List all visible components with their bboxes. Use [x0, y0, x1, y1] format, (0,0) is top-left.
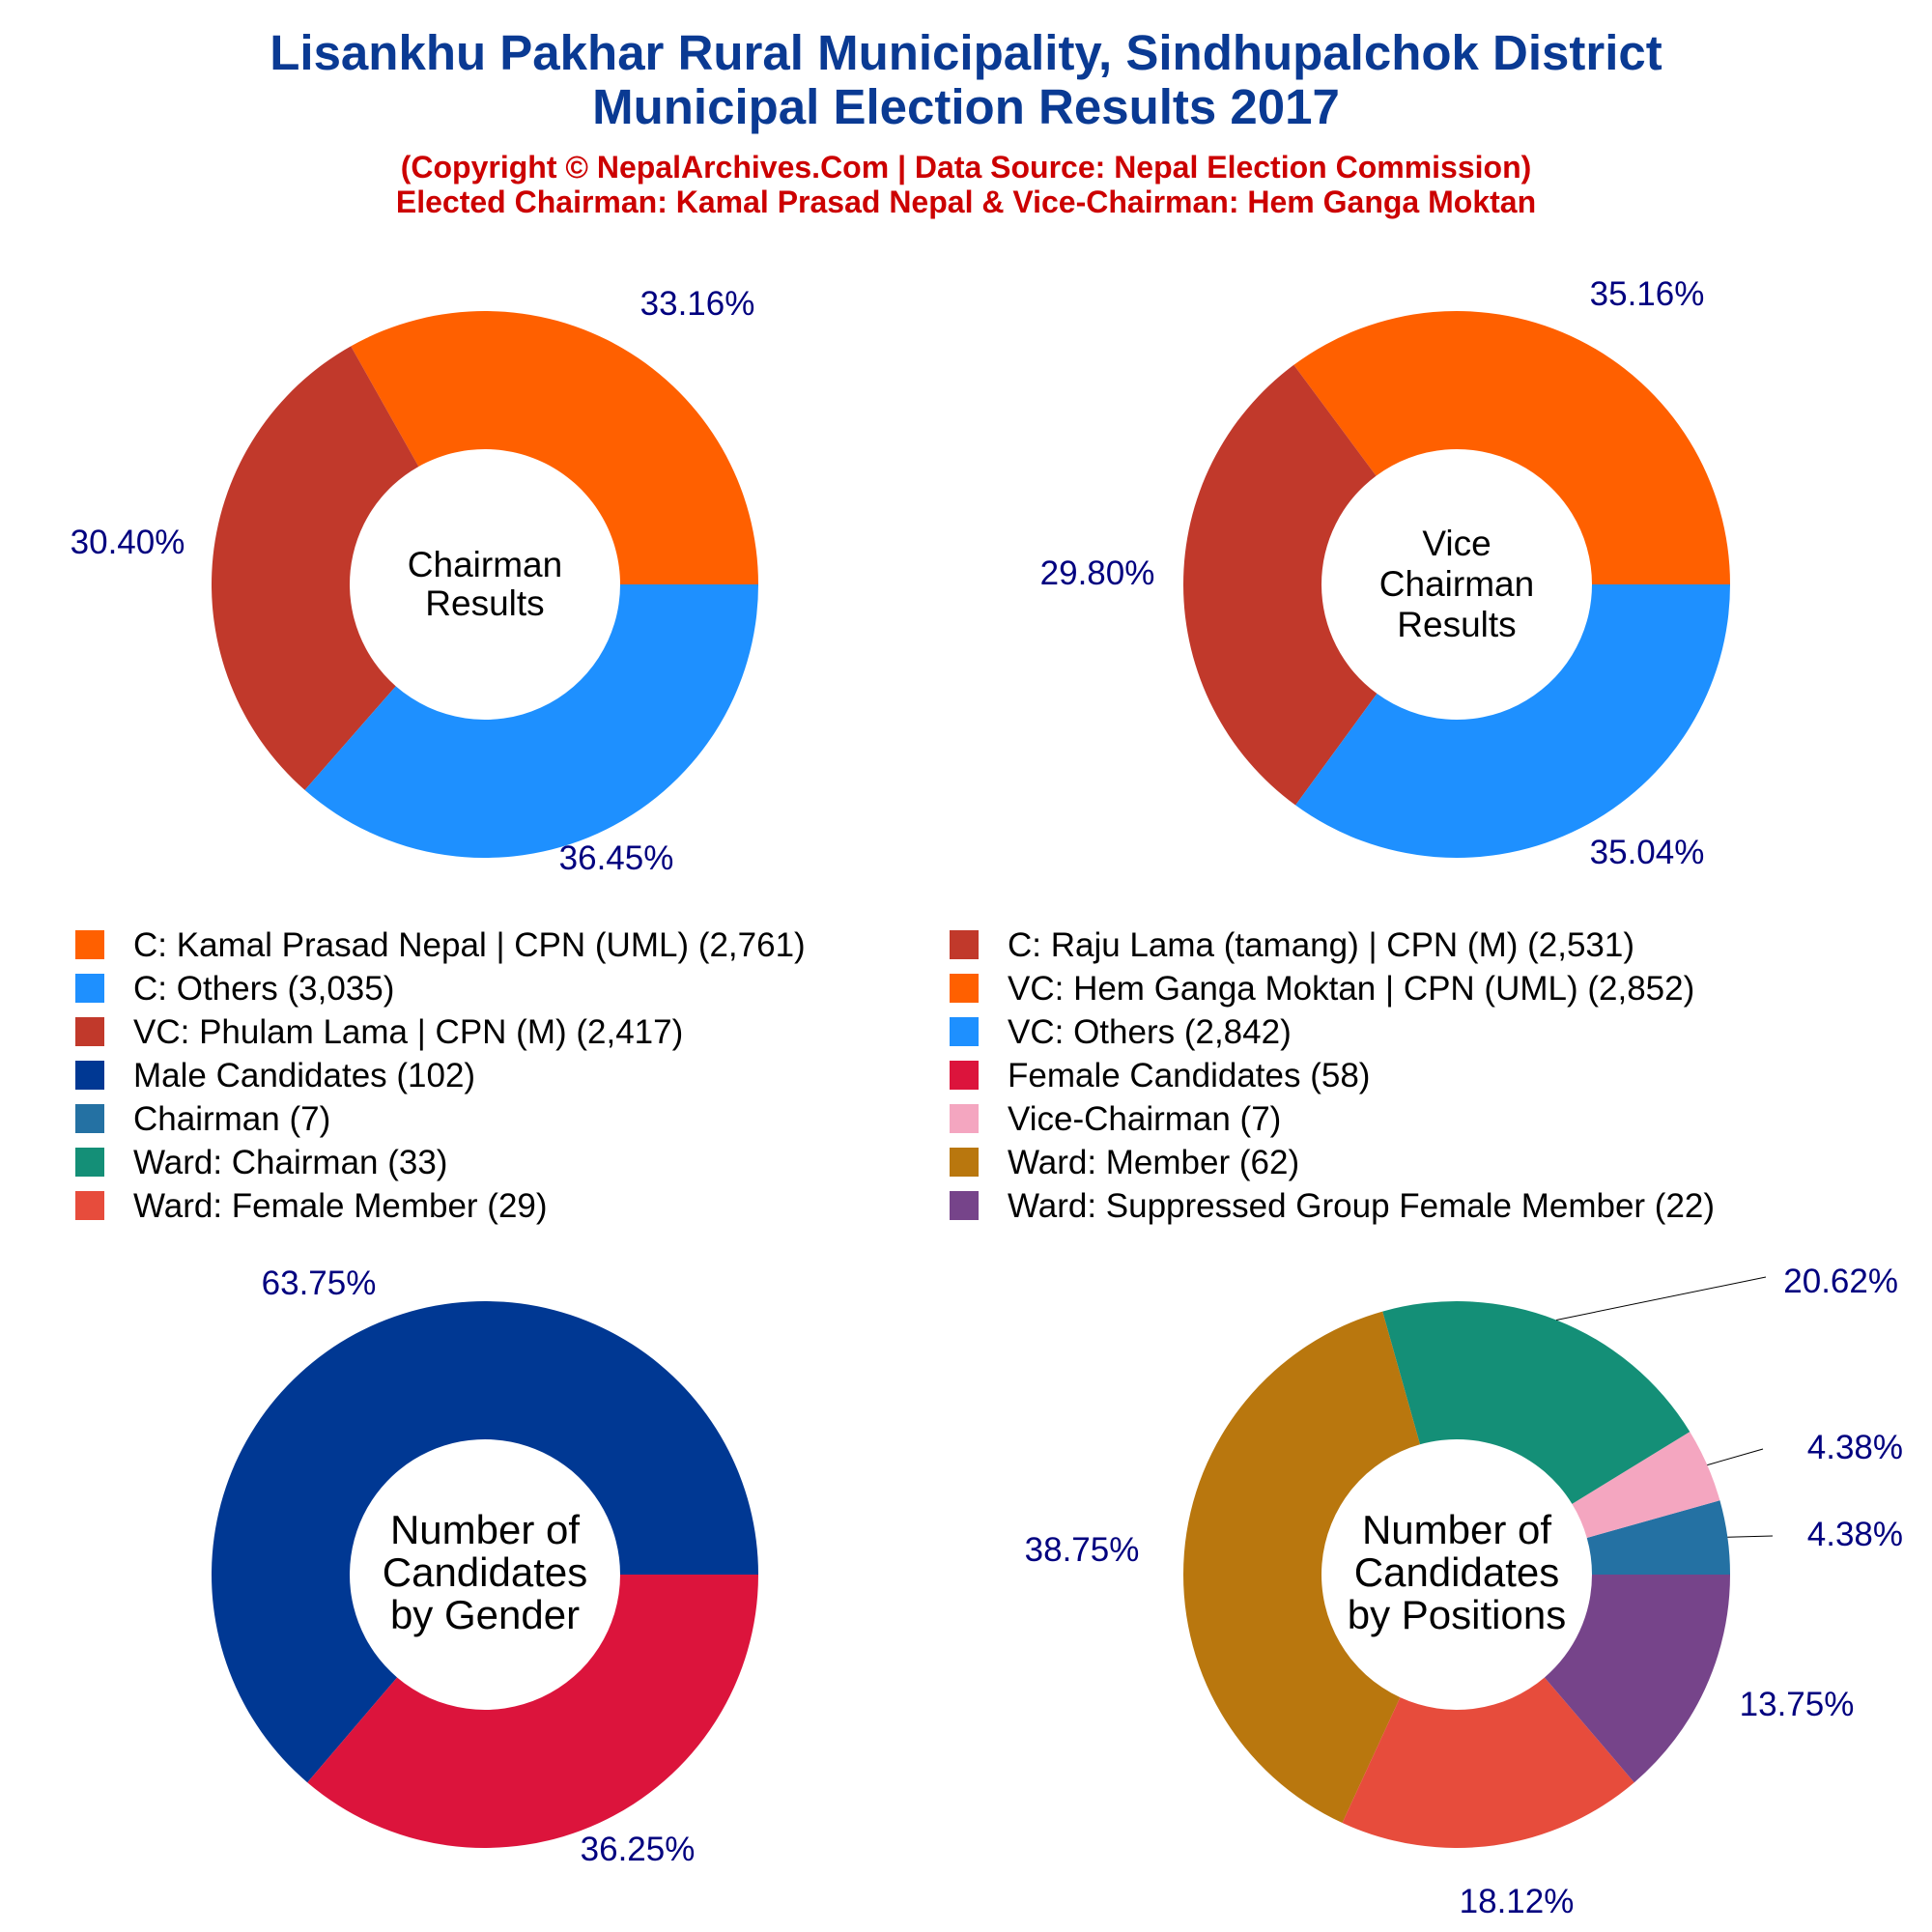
donut-slice [212, 1301, 759, 1783]
donut-center-label: Results [1397, 605, 1516, 644]
donut-center-label: by Gender [390, 1592, 580, 1637]
legend-swatch [75, 1148, 104, 1177]
slice-percent-label: 63.75% [262, 1264, 377, 1302]
donut-center-label: by Positions [1348, 1592, 1566, 1637]
label-leader-line [1707, 1448, 1764, 1466]
donut-center-label: Candidates [383, 1549, 587, 1595]
legend-swatch [75, 1017, 104, 1046]
legend-label: C: Others (3,035) [133, 970, 394, 1008]
donut-center-label: Results [425, 583, 544, 623]
slice-percent-label: 33.16% [640, 285, 755, 323]
slice-percent-label: 36.25% [581, 1831, 696, 1868]
legend-label: Ward: Chairman (33) [133, 1144, 447, 1181]
label-leader-line [1727, 1535, 1774, 1538]
legend-swatch [950, 1191, 979, 1220]
slice-percent-label: 35.16% [1590, 275, 1705, 313]
legend-label: C: Kamal Prasad Nepal | CPN (UML) (2,761… [133, 926, 806, 964]
donut-slice [1342, 1677, 1634, 1848]
legend-swatch [75, 1104, 104, 1133]
donut-slice [307, 1575, 758, 1849]
legend-swatch [75, 930, 104, 959]
legend: C: Kamal Prasad Nepal | CPN (UML) (2,761… [75, 926, 1715, 1225]
donut-slice [211, 346, 419, 790]
legend-label: Ward: Suppressed Group Female Member (22… [1008, 1187, 1715, 1225]
title-line-2: Municipal Election Results 2017 [592, 79, 1340, 134]
donut-slice [1182, 1311, 1420, 1824]
label-leader-line [1556, 1276, 1767, 1321]
donut-slice [1586, 1500, 1730, 1575]
donut-center-label: Chairman [1379, 564, 1534, 604]
slice-percent-label: 30.40% [71, 524, 185, 561]
slice-percent-label: 4.38% [1807, 1516, 1903, 1553]
donut-slice [1295, 584, 1730, 859]
legend-label: VC: Phulam Lama | CPN (M) (2,417) [133, 1013, 683, 1051]
legend-swatch [75, 1061, 104, 1090]
donut-slice [1293, 311, 1730, 584]
slice-percent-label: 18.12% [1460, 1883, 1575, 1920]
slice-percent-label: 4.38% [1807, 1429, 1903, 1466]
subtitle-line-2: Elected Chairman: Kamal Prasad Nepal & V… [396, 185, 1536, 219]
slice-percent-label: 13.75% [1740, 1686, 1855, 1723]
legend-swatch [950, 1017, 979, 1046]
legend-label: Ward: Female Member (29) [133, 1187, 548, 1225]
legend-swatch [75, 974, 104, 1003]
donut-slice [1382, 1301, 1690, 1504]
legend-label: Female Candidates (58) [1008, 1057, 1370, 1094]
subtitle-line-1: (Copyright © NepalArchives.Com | Data So… [401, 150, 1532, 185]
donut-slice [304, 584, 758, 859]
donut-center-label: Number of [1362, 1507, 1551, 1552]
donut-center-label: Number of [390, 1507, 580, 1552]
legend-label: Chairman (7) [133, 1100, 330, 1138]
title-line-1: Lisankhu Pakhar Rural Municipality, Sind… [270, 25, 1662, 80]
legend-label: VC: Hem Ganga Moktan | CPN (UML) (2,852) [1008, 970, 1694, 1008]
donut-slice [1182, 364, 1378, 806]
donut-slice [1572, 1432, 1720, 1538]
candidates-by-positions-donut: 4.38% 4.38% 20.62% 38.75% 18.12% 13.75% Number… [1025, 1263, 1903, 1920]
slice-percent-label: 35.04% [1590, 834, 1705, 871]
donut-center-label: Vice [1422, 524, 1491, 563]
legend-swatch [950, 930, 979, 959]
legend-swatch [950, 1061, 979, 1090]
slice-percent-label: 38.75% [1025, 1531, 1140, 1569]
legend-swatch [950, 1148, 979, 1177]
donut-slice [351, 311, 758, 584]
legend-label: Ward: Member (62) [1008, 1144, 1299, 1181]
legend-label: Vice-Chairman (7) [1008, 1100, 1281, 1138]
donut-slice [1544, 1575, 1730, 1783]
legend-label: C: Raju Lama (tamang) | CPN (M) (2,531) [1008, 926, 1634, 964]
slice-percent-label: 29.80% [1040, 554, 1155, 592]
slice-percent-label: 20.62% [1783, 1263, 1898, 1300]
legend-swatch [950, 974, 979, 1003]
legend-label: VC: Others (2,842) [1008, 1013, 1292, 1051]
legend-swatch [75, 1191, 104, 1220]
legend-swatch [950, 1104, 979, 1133]
legend-label: Male Candidates (102) [133, 1057, 475, 1094]
slice-percent-label: 36.45% [559, 839, 674, 877]
donut-center-label: Candidates [1354, 1549, 1559, 1595]
donut-center-label: Chairman [408, 545, 562, 584]
